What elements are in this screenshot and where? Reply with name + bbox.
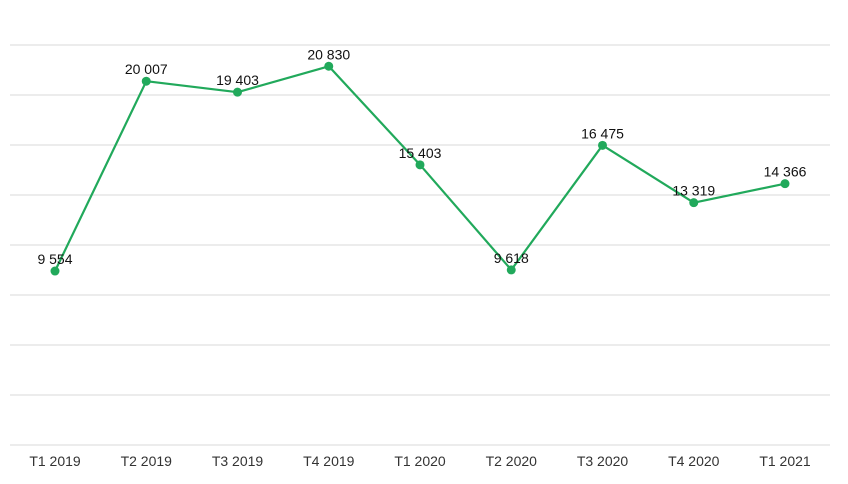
- x-tick-label: T1 2020: [394, 453, 446, 469]
- x-tick-label: T2 2019: [121, 453, 173, 469]
- x-tick-label: T3 2020: [577, 453, 629, 469]
- data-label: 14 366: [764, 164, 807, 180]
- data-label: 13 319: [672, 183, 715, 199]
- data-point: [233, 87, 242, 97]
- x-tick-label: T4 2020: [668, 453, 720, 469]
- data-point: [324, 61, 334, 71]
- series-layer: 9 554 20 007 19 403 20 830 15 403 9 618 16 475…: [37, 46, 807, 276]
- data-label: 15 403: [399, 145, 442, 161]
- data-point: [598, 140, 607, 150]
- data-point: [141, 76, 151, 86]
- data-point: [689, 198, 699, 208]
- data-point: [780, 179, 790, 189]
- x-tick-label: T3 2019: [212, 453, 264, 469]
- x-tick-label: T1 2019: [29, 453, 81, 469]
- gridlines: [10, 44, 830, 446]
- data-point: [50, 266, 60, 276]
- data-label: 19 403: [216, 72, 259, 88]
- x-tick-label: T2 2020: [486, 453, 538, 469]
- data-label: 16 475: [581, 125, 624, 141]
- data-point: [506, 265, 516, 275]
- x-axis: T1 2019 T2 2019 T3 2019 T4 2019 T1 2020 T2 20…: [29, 453, 811, 469]
- x-tick-label: T1 2021: [759, 453, 811, 469]
- data-point: [415, 160, 425, 170]
- data-label: 20 830: [307, 46, 350, 62]
- data-label: 9 554: [37, 251, 72, 267]
- data-label: 20 007: [125, 61, 168, 77]
- data-label: 9 618: [494, 250, 529, 266]
- x-tick-label: T4 2019: [303, 453, 355, 469]
